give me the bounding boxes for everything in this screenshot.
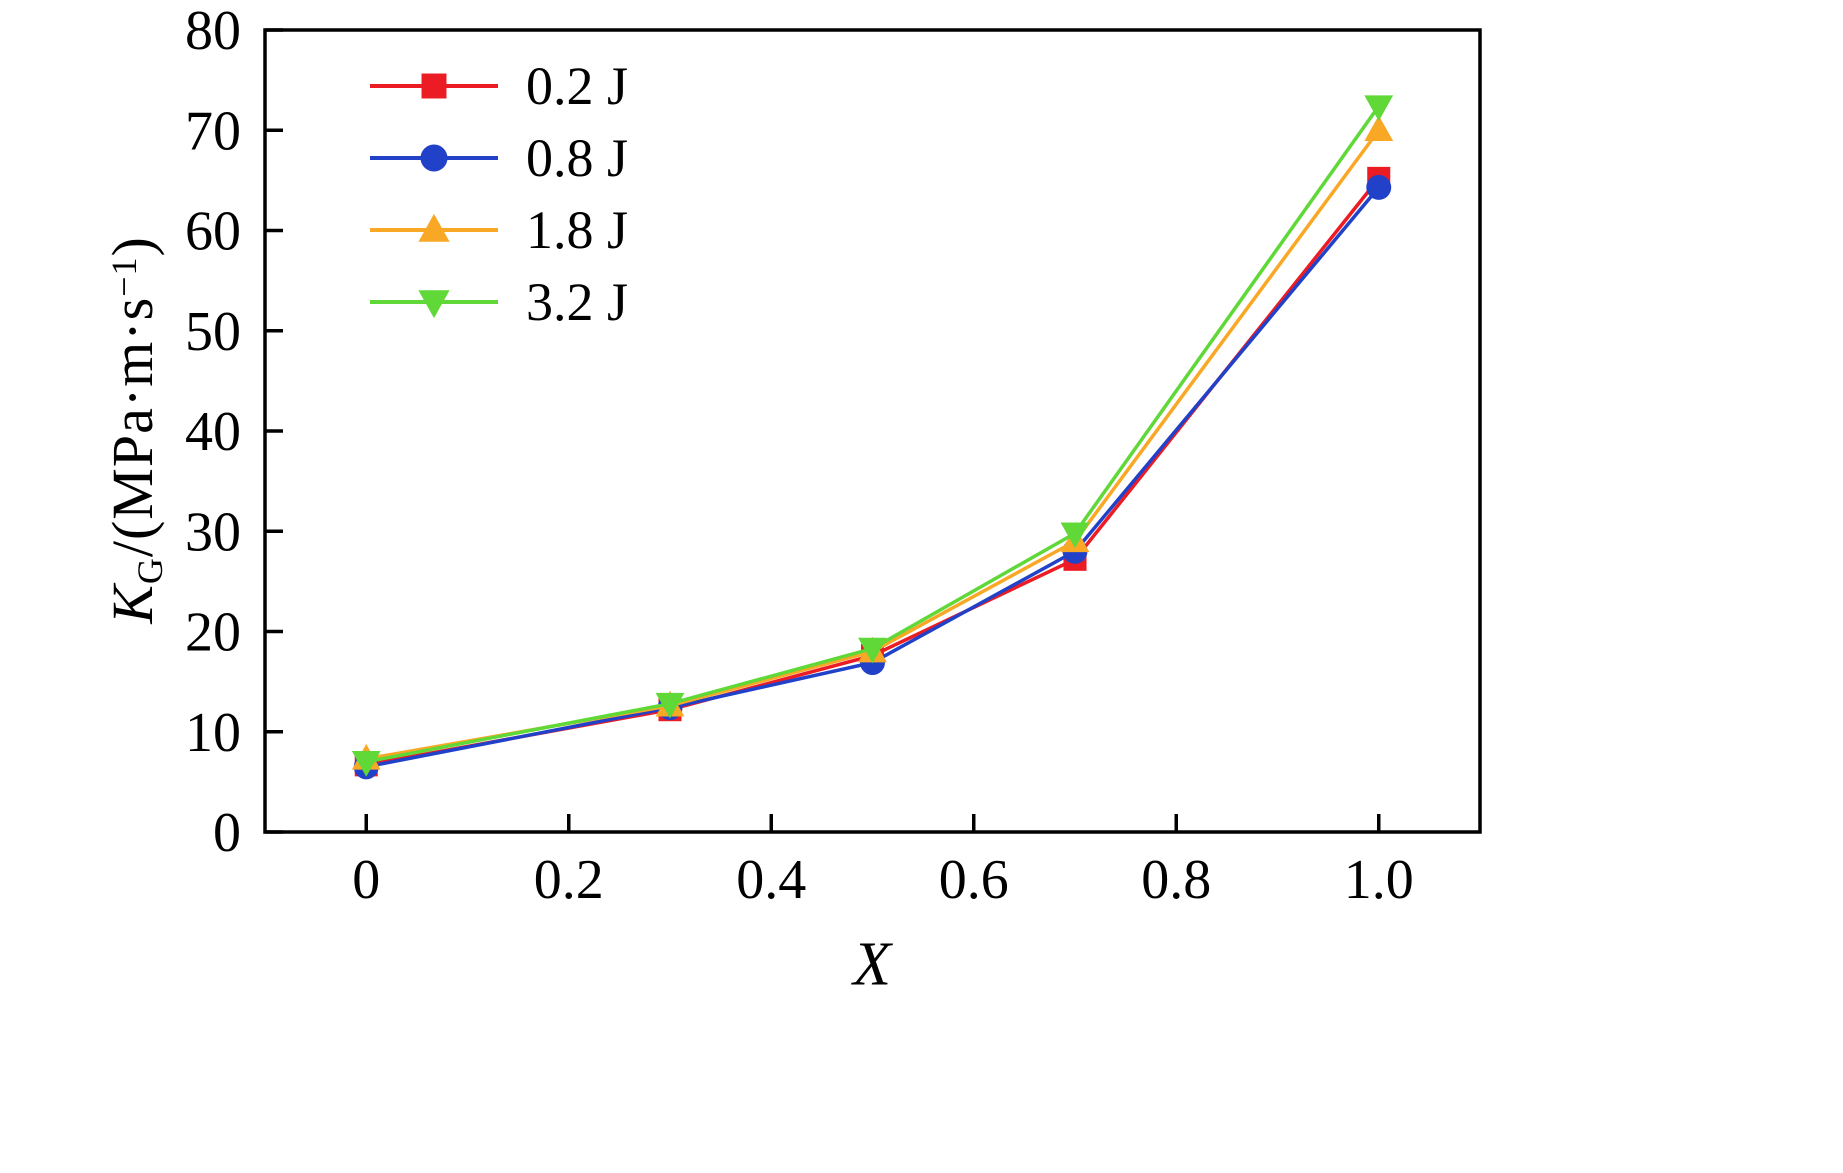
legend-item: 0.2 J: [368, 55, 628, 117]
data-point-square: [421, 73, 447, 99]
x-tick-label: 0.4: [736, 849, 806, 911]
y-tick-label: 80: [185, 0, 241, 62]
x-tick-label: 0.6: [939, 849, 1009, 911]
ylabel-close: ): [99, 236, 165, 257]
legend-item: 0.8 J: [368, 127, 628, 189]
legend-square-icon: [370, 73, 498, 99]
y-tick-label: 40: [185, 401, 241, 463]
y-tick-label: 50: [185, 301, 241, 363]
x-tick-label: 1.0: [1344, 849, 1414, 911]
data-point-triangle-down: [858, 637, 887, 664]
legend-triangle-down-icon: [370, 290, 498, 319]
data-point-circle: [420, 144, 448, 172]
data-point-triangle-up: [418, 213, 450, 242]
y-axis-label: KG/(MPa·m·s−1): [99, 236, 171, 624]
y-tick-label: 20: [185, 602, 241, 664]
legend: 0.2 J 0.8 J 1.8 J 3.2 J: [368, 55, 628, 333]
legend-label: 0.8 J: [526, 128, 629, 188]
legend-triangle-up-icon: [370, 213, 498, 242]
x-axis-label: X: [853, 930, 891, 999]
data-point-triangle-down: [655, 692, 685, 719]
x-tick-label: 0.2: [534, 849, 604, 911]
ylabel-variable: K: [99, 584, 165, 624]
y-tick-label: 0: [213, 802, 241, 864]
data-point-triangle-down: [418, 290, 450, 319]
data-point-triangle-down: [1364, 95, 1394, 122]
y-tick-label: 10: [185, 702, 241, 764]
legend-item: 1.8 J: [368, 199, 628, 261]
ylabel-units: /(MPa·m·s: [99, 296, 165, 558]
legend-label: 0.2 J: [526, 56, 629, 116]
y-tick-label: 70: [185, 100, 241, 162]
legend-item: 3.2 J: [368, 271, 628, 333]
x-tick-label: 0.8: [1141, 849, 1211, 911]
x-tick-label: 0: [352, 849, 380, 911]
legend-circle-icon: [370, 144, 498, 172]
legend-label: 1.8 J: [526, 200, 629, 260]
data-point-circle: [1366, 174, 1392, 200]
y-tick-label: 60: [185, 201, 241, 263]
data-point-triangle-down: [351, 751, 381, 777]
ylabel-superscript: −1: [103, 256, 144, 297]
data-point-triangle-up: [1364, 115, 1394, 142]
ylabel-subscript: G: [130, 557, 171, 585]
y-tick-label: 30: [185, 501, 241, 563]
data-point-triangle-down: [1060, 522, 1090, 549]
legend-label: 3.2 J: [526, 272, 629, 332]
